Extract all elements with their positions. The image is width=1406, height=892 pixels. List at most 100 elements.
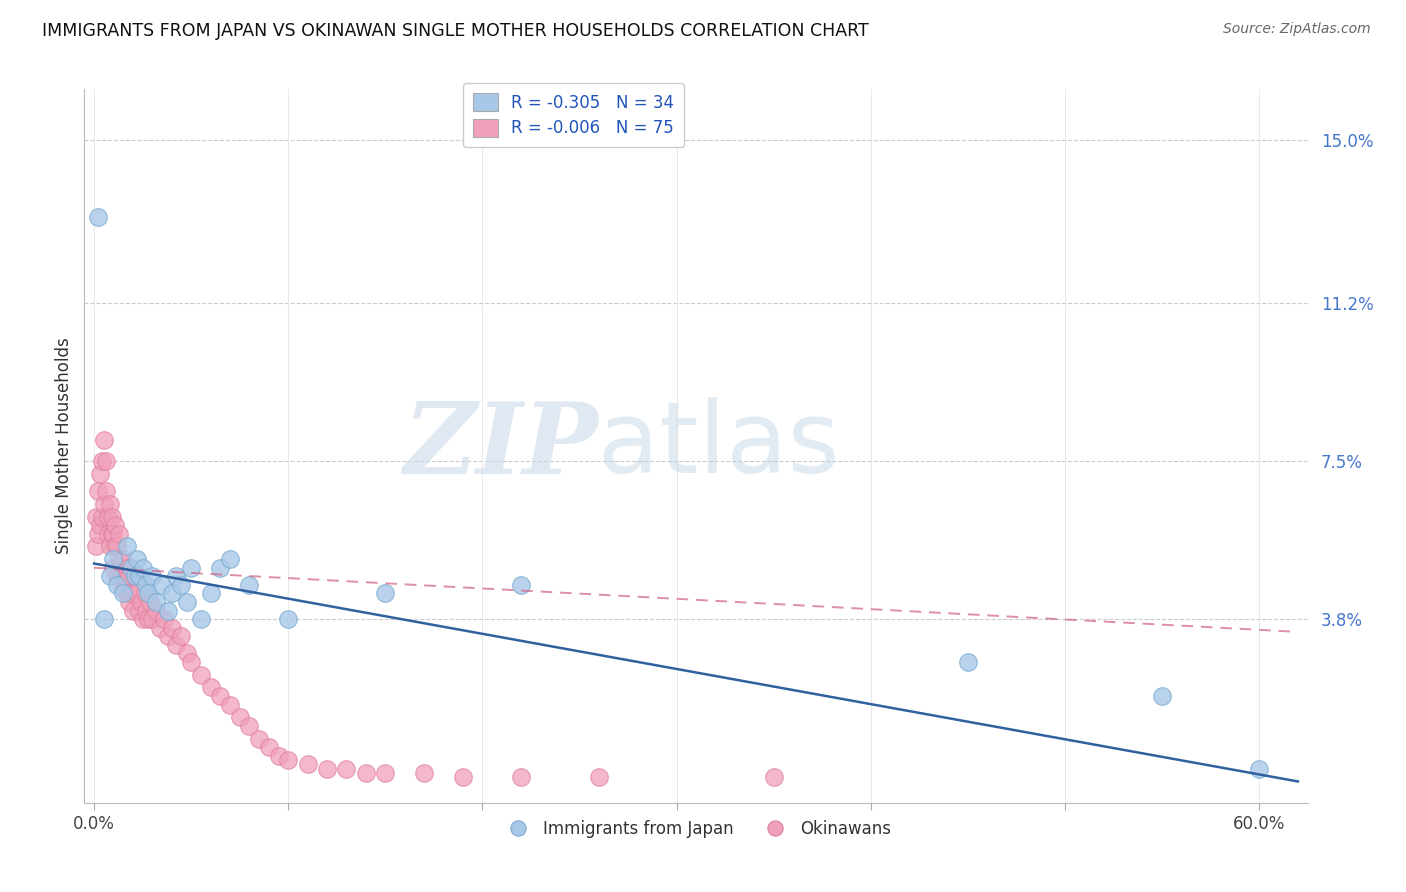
Point bbox=[125, 586, 148, 600]
Point bbox=[103, 561, 125, 575]
Point bbox=[115, 586, 138, 600]
Point bbox=[124, 569, 146, 583]
Point bbox=[165, 638, 187, 652]
Point bbox=[1247, 762, 1270, 776]
Point bbox=[176, 595, 198, 609]
Point bbox=[97, 509, 120, 524]
Point bbox=[190, 667, 212, 681]
Point bbox=[160, 621, 183, 635]
Point bbox=[93, 612, 115, 626]
Point bbox=[128, 603, 150, 617]
Point bbox=[84, 540, 107, 554]
Point bbox=[956, 655, 979, 669]
Point bbox=[180, 655, 202, 669]
Point bbox=[89, 518, 111, 533]
Point bbox=[200, 586, 222, 600]
Point bbox=[114, 569, 136, 583]
Point bbox=[228, 710, 250, 724]
Point bbox=[128, 569, 150, 583]
Point bbox=[103, 526, 125, 541]
Point bbox=[118, 595, 141, 609]
Point bbox=[170, 629, 193, 643]
Point bbox=[510, 578, 533, 592]
Point bbox=[115, 540, 138, 554]
Y-axis label: Single Mother Households: Single Mother Households bbox=[55, 338, 73, 554]
Point bbox=[105, 569, 128, 583]
Point bbox=[122, 603, 145, 617]
Point bbox=[267, 748, 290, 763]
Point bbox=[238, 578, 260, 592]
Point bbox=[374, 586, 396, 600]
Point bbox=[97, 526, 120, 541]
Point bbox=[87, 526, 110, 541]
Point bbox=[134, 586, 156, 600]
Point bbox=[413, 765, 436, 780]
Point bbox=[139, 595, 162, 609]
Point bbox=[209, 561, 232, 575]
Point bbox=[131, 561, 153, 575]
Point bbox=[762, 770, 785, 784]
Point bbox=[115, 561, 138, 575]
Point bbox=[149, 621, 172, 635]
Point bbox=[257, 740, 280, 755]
Point bbox=[165, 569, 187, 583]
Point bbox=[112, 582, 135, 596]
Point bbox=[93, 433, 115, 447]
Point bbox=[104, 518, 127, 533]
Point bbox=[297, 757, 319, 772]
Point bbox=[238, 719, 260, 733]
Point bbox=[90, 454, 112, 468]
Point bbox=[94, 454, 117, 468]
Point bbox=[219, 698, 242, 712]
Text: IMMIGRANTS FROM JAPAN VS OKINAWAN SINGLE MOTHER HOUSEHOLDS CORRELATION CHART: IMMIGRANTS FROM JAPAN VS OKINAWAN SINGLE… bbox=[42, 22, 869, 40]
Point bbox=[180, 561, 202, 575]
Point bbox=[100, 509, 122, 524]
Point bbox=[135, 578, 157, 592]
Point bbox=[124, 569, 146, 583]
Point bbox=[129, 595, 152, 609]
Point bbox=[316, 762, 339, 776]
Point bbox=[451, 770, 474, 784]
Point bbox=[131, 612, 153, 626]
Point bbox=[170, 578, 193, 592]
Point bbox=[277, 753, 299, 767]
Point bbox=[112, 586, 135, 600]
Point bbox=[104, 540, 127, 554]
Point bbox=[118, 569, 141, 583]
Point bbox=[588, 770, 610, 784]
Point bbox=[110, 569, 132, 583]
Point bbox=[125, 552, 148, 566]
Point bbox=[120, 586, 142, 600]
Point bbox=[135, 603, 157, 617]
Legend: Immigrants from Japan, Okinawans: Immigrants from Japan, Okinawans bbox=[495, 814, 897, 845]
Point bbox=[87, 483, 110, 498]
Point bbox=[108, 552, 131, 566]
Point bbox=[145, 595, 167, 609]
Point bbox=[1150, 689, 1173, 703]
Point bbox=[103, 552, 125, 566]
Point bbox=[100, 526, 122, 541]
Text: Source: ZipAtlas.com: Source: ZipAtlas.com bbox=[1223, 22, 1371, 37]
Point bbox=[160, 586, 183, 600]
Point bbox=[105, 578, 128, 592]
Point bbox=[87, 211, 110, 225]
Point bbox=[200, 681, 222, 695]
Point bbox=[277, 612, 299, 626]
Point bbox=[94, 483, 117, 498]
Point bbox=[98, 540, 121, 554]
Point bbox=[141, 569, 163, 583]
Point bbox=[138, 612, 160, 626]
Point bbox=[145, 603, 167, 617]
Point bbox=[150, 578, 173, 592]
Point bbox=[190, 612, 212, 626]
Point bbox=[93, 497, 115, 511]
Point bbox=[90, 509, 112, 524]
Point bbox=[112, 552, 135, 566]
Point bbox=[209, 689, 232, 703]
Point bbox=[141, 612, 163, 626]
Point bbox=[156, 629, 179, 643]
Point bbox=[89, 467, 111, 481]
Point bbox=[354, 765, 377, 780]
Point bbox=[98, 569, 121, 583]
Point bbox=[219, 552, 242, 566]
